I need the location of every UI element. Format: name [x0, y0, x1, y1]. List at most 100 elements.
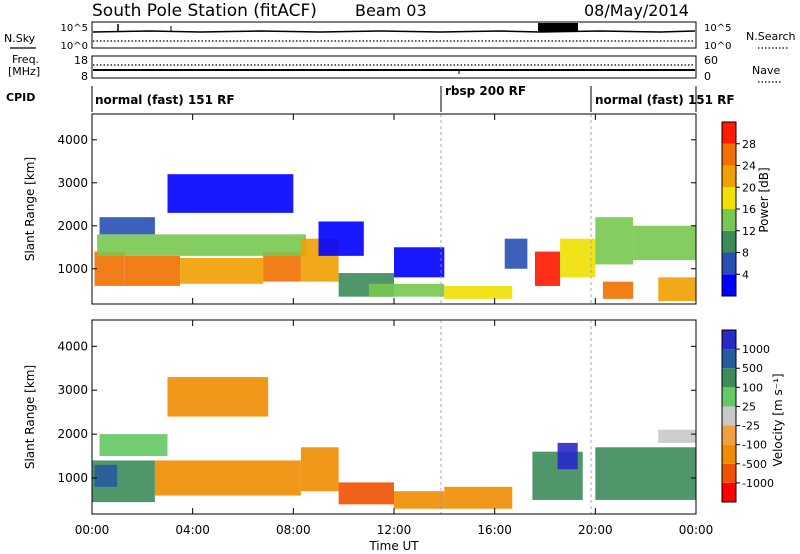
echo-region: [318, 221, 364, 256]
freq-panel: 18 8 60 0 Freq. [MHz] Nave: [8, 53, 782, 83]
colorbar-tick-label: 28: [742, 138, 756, 151]
velocity-colorbar-label: Velocity [m s⁻¹]: [771, 373, 785, 466]
freq-label-line2: [MHz]: [8, 65, 40, 78]
date-title: 08/May/2014: [584, 1, 689, 20]
power-y-label: Slant Range [km]: [23, 157, 37, 261]
colorbar-tick-label: 24: [742, 160, 756, 173]
y-tick-label: 4000: [57, 133, 88, 147]
colorbar-swatch: [722, 406, 736, 426]
colorbar-swatch: [722, 187, 736, 209]
x-tick-label: 20:00: [578, 523, 613, 537]
echo-region: [560, 238, 596, 278]
echo-region: [167, 377, 269, 417]
colorbar-tick-label: 20: [742, 181, 756, 194]
noise-spike-cluster: [538, 23, 578, 32]
freq-right-tick-bottom: 0: [704, 70, 711, 83]
power-colorbar: 28 24 20 16 12 8 4: [721, 121, 756, 297]
colorbar-tick-label: 8: [742, 247, 749, 260]
echo-region: [124, 255, 181, 286]
noise-sky-trace: [92, 30, 696, 33]
echo-region: [658, 429, 696, 443]
echo-region: [180, 258, 264, 284]
colorbar-swatch: [722, 252, 736, 275]
power-panel: 1000 2000 3000 4000 Slant Range [km] 28 24 20…: [23, 113, 771, 305]
x-tick-label: 00:00: [75, 523, 110, 537]
x-tick-label: 08:00: [276, 523, 311, 537]
echo-region: [94, 251, 125, 286]
x-tick-label: 16:00: [477, 523, 512, 537]
colorbar-swatch: [722, 143, 736, 166]
echo-region: [633, 225, 696, 261]
nave-label: Nave: [752, 64, 780, 77]
y-tick-label: 1000: [57, 262, 88, 276]
echo-region: [154, 460, 301, 496]
echo-region: [99, 434, 168, 457]
echo-region: [167, 174, 294, 213]
echo-region: [444, 285, 513, 299]
cpid-row: CPID normal (fast) 151 RF rbsp 200 RF no…: [6, 84, 735, 112]
echo-region: [368, 283, 445, 297]
colorbar-tick-label: 1000: [742, 343, 770, 356]
colorbar-swatch: [722, 330, 736, 350]
noise-left-tick-bottom: 10^0: [61, 41, 88, 52]
x-tick-label: 00:00: [679, 523, 714, 537]
echo-region: [444, 486, 513, 509]
colorbar-swatch: [722, 230, 736, 253]
freq-label-line1: Freq.: [12, 53, 39, 66]
echo-region: [99, 217, 155, 235]
colorbar-swatch: [722, 122, 736, 144]
echo-region: [300, 447, 339, 492]
colorbar-tick-label: 25: [742, 400, 756, 413]
colorbar-tick-label: 12: [742, 225, 756, 238]
echo-region: [97, 234, 306, 256]
freq-left-tick-top: 18: [74, 54, 88, 67]
noise-search-label: N.Search: [746, 30, 796, 43]
colorbar-tick-label: -500: [742, 458, 767, 471]
echo-region: [595, 217, 634, 265]
cpid-segment-1: normal (fast) 151 RF: [95, 93, 235, 107]
freq-left-tick-bottom: 8: [81, 70, 88, 83]
echo-region: [557, 442, 578, 470]
power-colorbar-label: Power [dB]: [757, 167, 771, 232]
y-tick-label: 3000: [57, 176, 88, 190]
echo-region: [658, 277, 696, 301]
x-tick-label: 12:00: [377, 523, 412, 537]
cpid-label: CPID: [6, 91, 35, 104]
velocity-heatmap-cells: [92, 377, 696, 509]
noise-right-tick-top: 10^5: [704, 23, 731, 34]
y-tick-label: 4000: [57, 339, 88, 353]
echo-region: [504, 238, 528, 269]
noise-left-tick-top: 10^5: [61, 23, 88, 34]
colorbar-swatch: [722, 274, 736, 296]
cpid-segment-3: normal (fast) 151 RF: [595, 93, 735, 107]
echo-region: [94, 464, 118, 487]
time-x-label: Time UT: [368, 539, 419, 553]
echo-region: [394, 247, 445, 278]
echo-region: [338, 482, 394, 505]
colorbar-swatch: [722, 349, 736, 369]
colorbar-tick-label: -1000: [742, 477, 774, 490]
velocity-colorbar: 1000 500 100 25 -25 -100 -500 -1000: [721, 329, 774, 503]
colorbar-swatch: [722, 425, 736, 445]
colorbar-tick-label: 16: [742, 203, 756, 216]
noise-panel: 10^5 10^0 10^5 10^0 N.Sky N.Search: [4, 21, 796, 52]
power-y-axis: 1000 2000 3000 4000: [57, 133, 696, 276]
power-heatmap-cells: [94, 174, 696, 301]
y-tick-label: 3000: [57, 383, 88, 397]
echo-region: [263, 251, 301, 282]
time-x-axis: 00:00 04:00 08:00 12:00 16:00 20:00 00:00: [75, 114, 714, 537]
beam-title: Beam 03: [355, 1, 427, 20]
echo-region: [534, 251, 561, 286]
freq-right-tick-top: 60: [704, 54, 718, 67]
colorbar-tick-label: 4: [742, 268, 749, 281]
noise-right-tick-bottom: 10^0: [704, 41, 731, 52]
velocity-panel: 1000 2000 3000 4000 Slant Range [km] 1000 50…: [23, 114, 785, 553]
colorbar-tick-label: -100: [742, 439, 767, 452]
echo-region: [602, 281, 634, 299]
y-tick-label: 2000: [57, 427, 88, 441]
cpid-segment-2: rbsp 200 RF: [445, 84, 526, 98]
y-tick-label: 1000: [57, 471, 88, 485]
station-title: South Pole Station (fitACF): [92, 1, 317, 21]
colorbar-swatch: [722, 165, 736, 188]
